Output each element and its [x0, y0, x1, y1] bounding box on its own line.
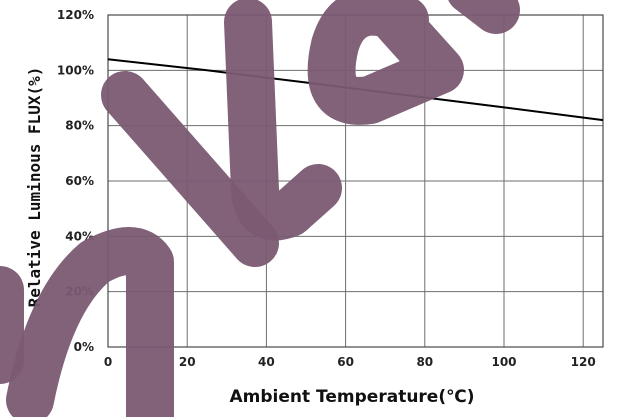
y-tick-label: 100% [57, 63, 94, 77]
y-tick-label: 60% [65, 174, 94, 188]
x-tick-label: 80 [416, 355, 433, 369]
x-tick-label: 0 [104, 355, 112, 369]
x-tick-label: 20 [179, 355, 196, 369]
y-tick-label: 120% [57, 8, 94, 22]
x-tick-labels: 0 20 40 60 80 100 120 [104, 355, 596, 369]
y-tick-label: 80% [65, 119, 94, 133]
x-axis-label: Ambient Temperature(℃) [230, 387, 475, 407]
y-axis-label: Relative Luminous FLUX(%) [25, 67, 44, 308]
x-tick-label: 40 [258, 355, 275, 369]
x-tick-label: 100 [491, 355, 516, 369]
x-tick-label: 60 [337, 355, 354, 369]
watermark [0, 0, 520, 417]
x-tick-label: 120 [571, 355, 596, 369]
y-tick-label: 0% [74, 340, 94, 354]
